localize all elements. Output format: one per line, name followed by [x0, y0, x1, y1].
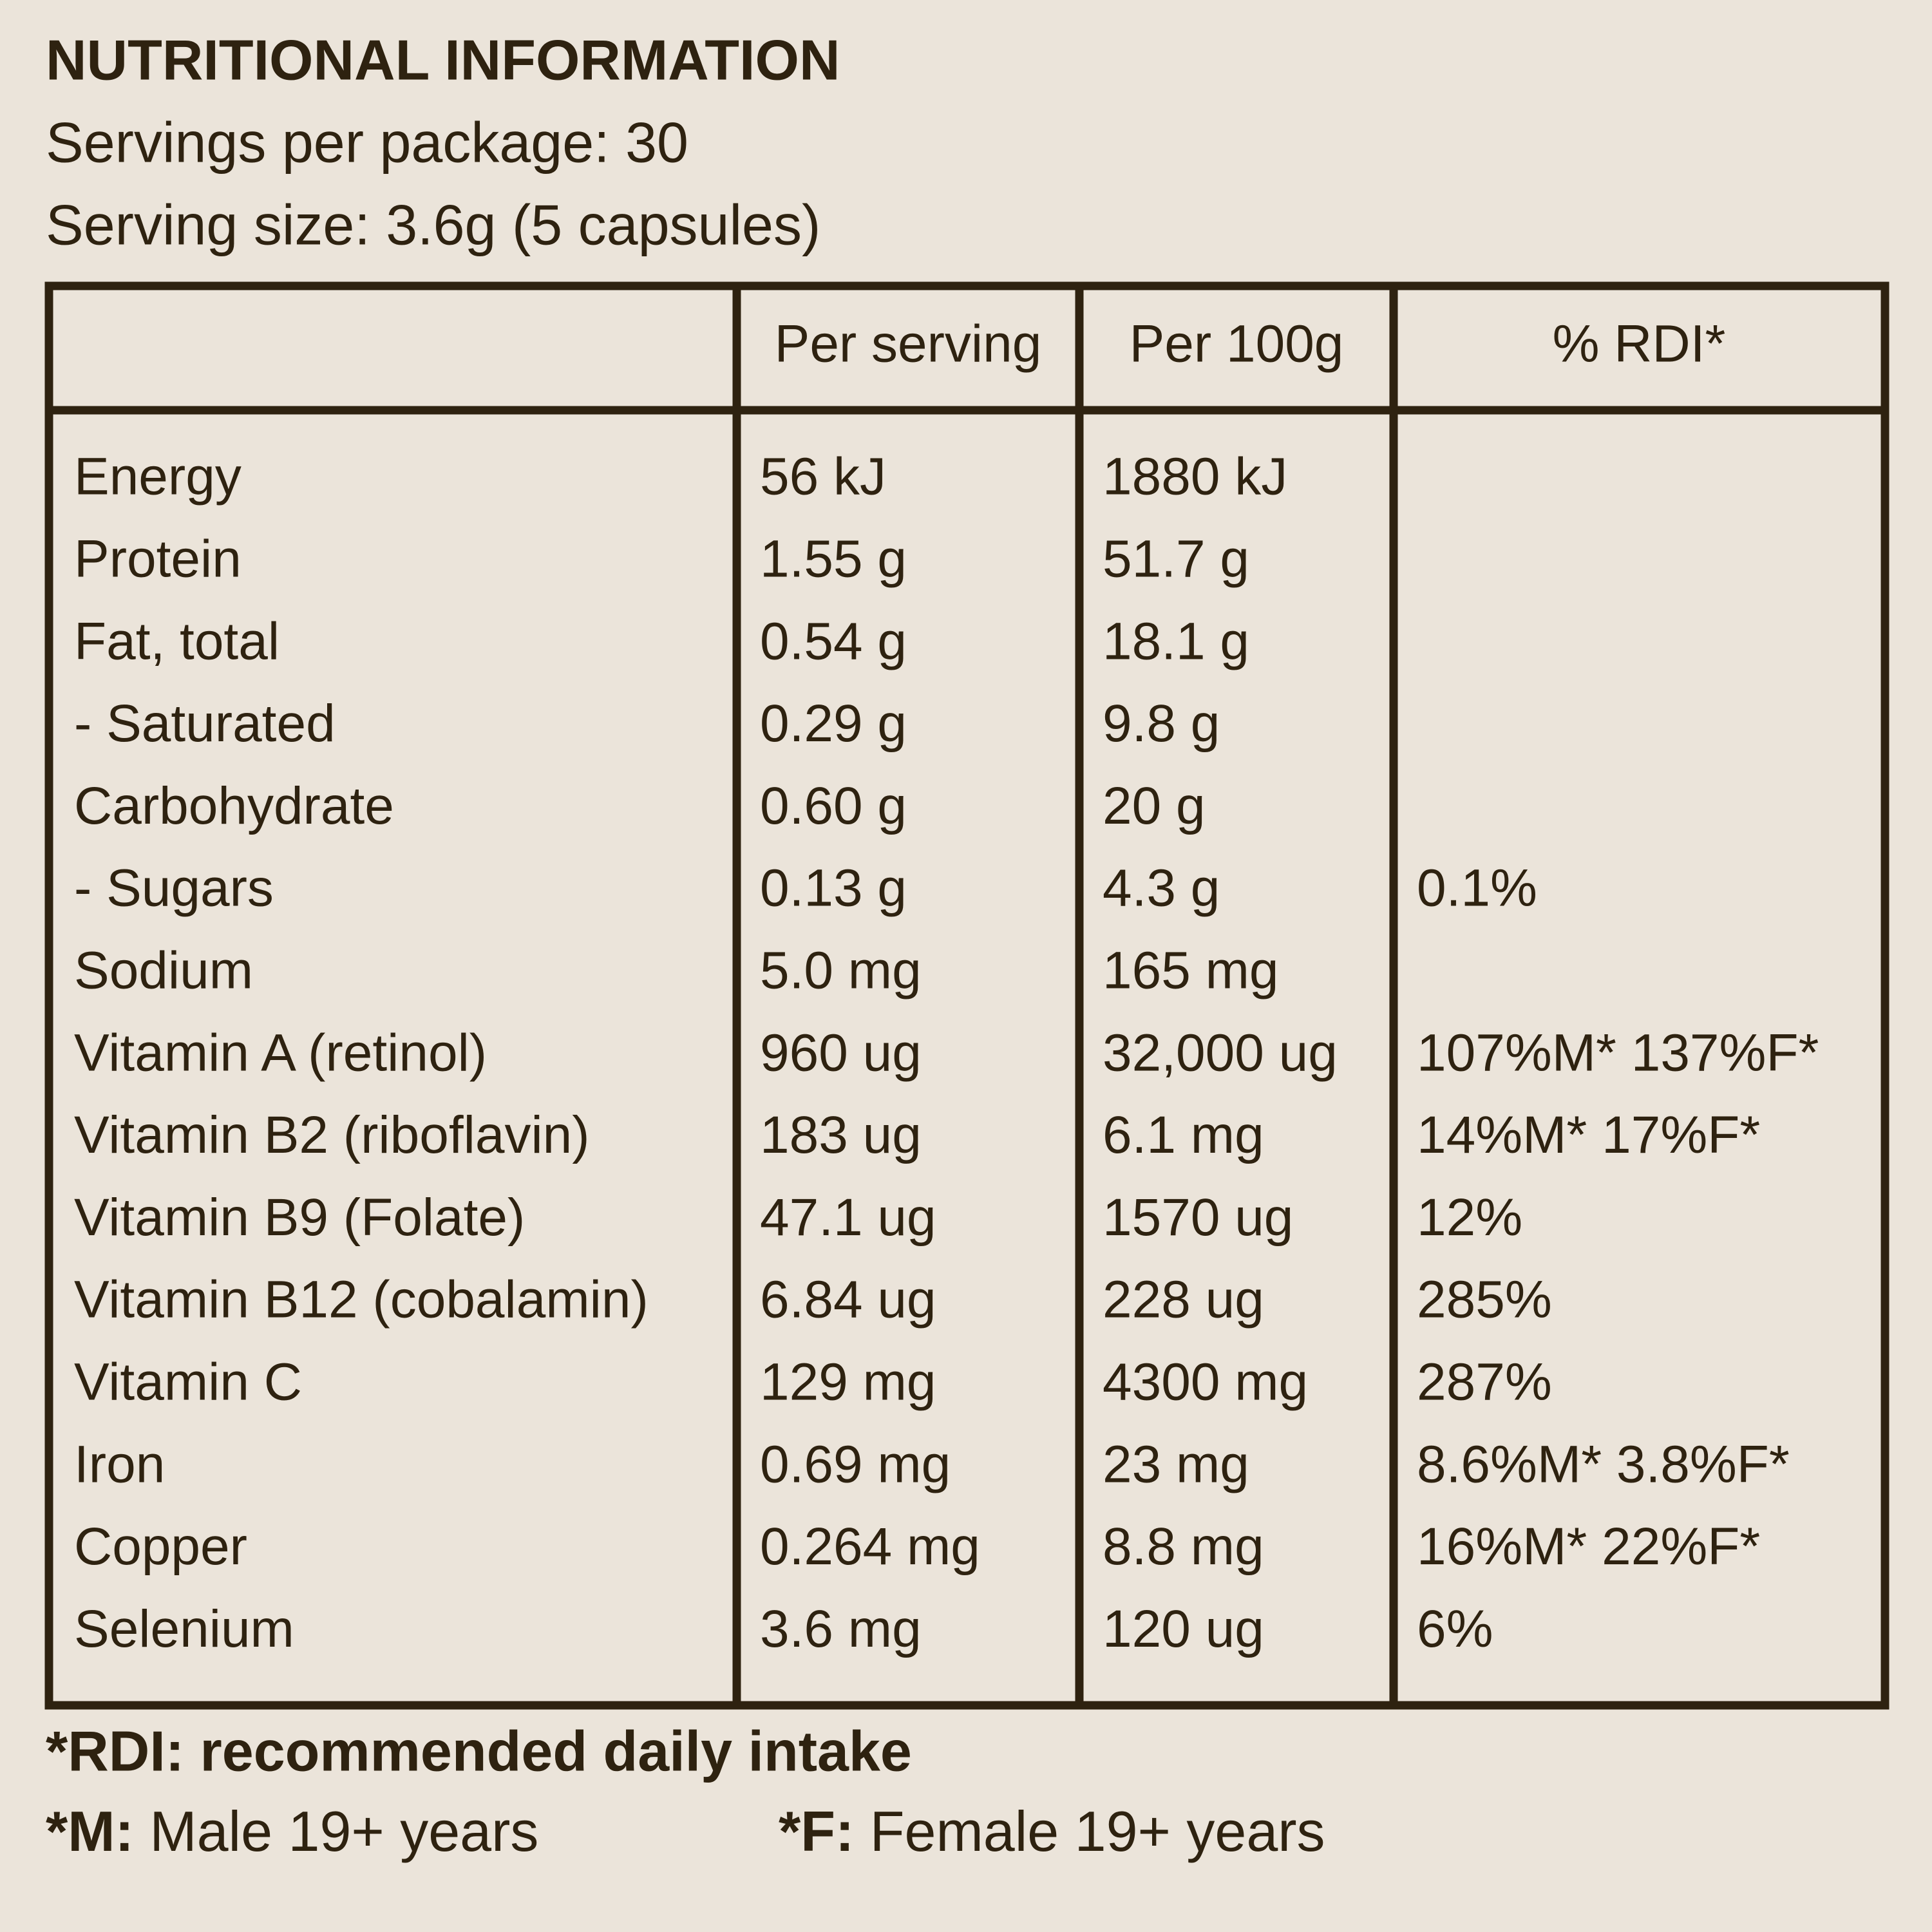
cell: 56 kJ [760, 448, 886, 506]
cell: 6% [1417, 1600, 1493, 1658]
nutrient-name: Energy [74, 448, 242, 506]
cell: 8.8 mg [1103, 1517, 1264, 1576]
male-text: Male 19+ years [149, 1799, 538, 1863]
nutrient-name: Selenium [74, 1600, 294, 1658]
female-text: Female 19+ years [870, 1799, 1325, 1863]
nutrient-name: Iron [74, 1435, 165, 1493]
nutrient-name: Protein [74, 529, 242, 588]
cell: 20 g [1103, 777, 1206, 835]
cell: 960 ug [760, 1023, 922, 1082]
cell: 3.6 mg [760, 1600, 922, 1658]
serving-size: Serving size: 3.6g (5 capsules) [46, 193, 820, 256]
cell: 0.13 g [760, 859, 907, 918]
cell: 4.3 g [1103, 859, 1220, 918]
female-note: *F: Female 19+ years [779, 1799, 1325, 1863]
cell: 183 ug [760, 1106, 922, 1164]
cell: 0.54 g [760, 612, 907, 670]
cell: 165 mg [1103, 941, 1279, 999]
cell: 0.264 mg [760, 1517, 980, 1576]
rdi-note: *RDI: recommended daily intake [46, 1719, 912, 1783]
male-note: *M: Male 19+ years [46, 1799, 538, 1863]
cell: 6.84 ug [760, 1271, 936, 1329]
nutrient-name: Copper [74, 1517, 247, 1576]
cell: 8.6%M* 3.8%F* [1417, 1435, 1790, 1493]
nutrient-name: Vitamin B12 (cobalamin) [74, 1271, 649, 1329]
cell: 285% [1417, 1271, 1552, 1329]
cell: 47.1 ug [760, 1188, 936, 1247]
column-header: Per 100g [1130, 315, 1344, 374]
cell: 16%M* 22%F* [1417, 1517, 1760, 1576]
cell: 6.1 mg [1103, 1106, 1264, 1164]
female-key: *F: [779, 1799, 854, 1863]
nutrient-name: Fat, total [74, 612, 279, 670]
cell: 287% [1417, 1352, 1552, 1411]
nutrient-name: Sodium [74, 941, 253, 999]
column-header: Per serving [775, 315, 1042, 374]
cell: 129 mg [760, 1352, 936, 1411]
nutrient-name: Vitamin B2 (riboflavin) [74, 1106, 590, 1164]
cell: 0.1% [1417, 859, 1537, 918]
cell: 1880 kJ [1103, 448, 1287, 506]
cell: 0.69 mg [760, 1435, 951, 1493]
nutrient-name: - Saturated [74, 694, 336, 753]
cell: 0.60 g [760, 777, 907, 835]
cell: 51.7 g [1103, 529, 1249, 588]
cell: 228 ug [1103, 1271, 1264, 1329]
column-header: % RDI* [1553, 315, 1726, 374]
cell: 9.8 g [1103, 694, 1220, 753]
cell: 32,000 ug [1103, 1023, 1338, 1082]
cell: 4300 mg [1103, 1352, 1308, 1411]
nutrient-name: Vitamin B9 (Folate) [74, 1188, 525, 1247]
nutrient-name: Vitamin C [74, 1352, 302, 1411]
cell: 0.29 g [760, 694, 907, 753]
servings: Servings per package: 30 [46, 110, 688, 174]
cell: 107%M* 137%F* [1417, 1023, 1819, 1082]
cell: 18.1 g [1103, 612, 1249, 670]
nutrient-name: - Sugars [74, 859, 274, 918]
nutrient-name: Vitamin A (retinol) [74, 1023, 487, 1082]
cell: 14%M* 17%F* [1417, 1106, 1760, 1164]
table-border [44, 281, 1889, 1710]
table-frame [44, 281, 1889, 1710]
male-key: *M: [46, 1799, 134, 1863]
title: NUTRITIONAL INFORMATION [46, 28, 840, 91]
cell: 1.55 g [760, 529, 907, 588]
cell: 12% [1417, 1188, 1522, 1247]
cell: 1570 ug [1103, 1188, 1293, 1247]
cell: 23 mg [1103, 1435, 1249, 1493]
cell: 120 ug [1103, 1600, 1264, 1658]
nutrient-name: Carbohydrate [74, 777, 394, 835]
cell: 5.0 mg [760, 941, 922, 999]
